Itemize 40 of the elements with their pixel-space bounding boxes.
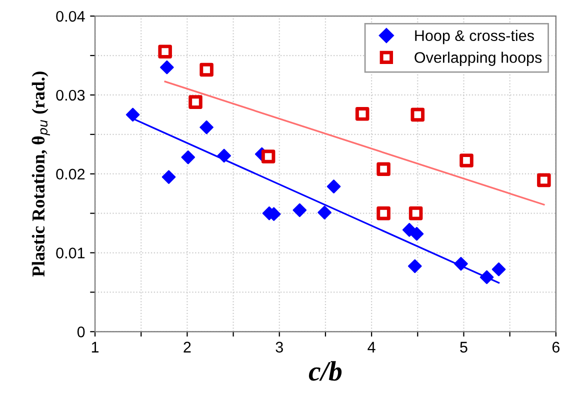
y-tick-label: 0.04 (56, 10, 85, 22)
point (376, 162, 390, 176)
point (355, 107, 370, 121)
point (181, 150, 196, 164)
y-tick-label: 0.02 (56, 168, 85, 180)
point (454, 256, 468, 271)
point (292, 203, 307, 218)
y-tick-label: 0.01 (56, 248, 85, 258)
point (188, 95, 202, 109)
point (200, 120, 214, 134)
point (158, 44, 172, 58)
x-tick-label: 1 (92, 342, 99, 352)
y-axis-title: Plastic Rotation, θ$_{pu}$ (rad.) (32, 72, 50, 277)
x-tick-label: 3 (276, 342, 283, 353)
x-tick-label: 6 (552, 342, 560, 353)
point (217, 148, 231, 163)
y-tick-label: 0 (77, 326, 85, 338)
point (162, 170, 176, 184)
point (408, 259, 422, 274)
point (200, 62, 214, 77)
point (537, 173, 551, 188)
point (480, 270, 494, 284)
x-tick-label: 5 (460, 342, 468, 353)
point (460, 154, 474, 168)
point (261, 150, 276, 164)
point (410, 108, 425, 122)
point (160, 60, 174, 74)
point (326, 180, 341, 194)
point (410, 226, 424, 241)
point (126, 108, 140, 122)
point (408, 206, 423, 220)
legend-label: Overlapping hoops (414, 52, 542, 66)
x-tick-label: 4 (368, 342, 376, 352)
point (376, 206, 390, 220)
y-tick-label: 0.03 (56, 90, 85, 101)
point (492, 262, 506, 276)
point (318, 206, 332, 220)
x-tick-label: 2 (184, 342, 191, 352)
x-axis-title: c/b (308, 361, 342, 381)
legend-label: Hoop & cross-ties (415, 30, 534, 44)
